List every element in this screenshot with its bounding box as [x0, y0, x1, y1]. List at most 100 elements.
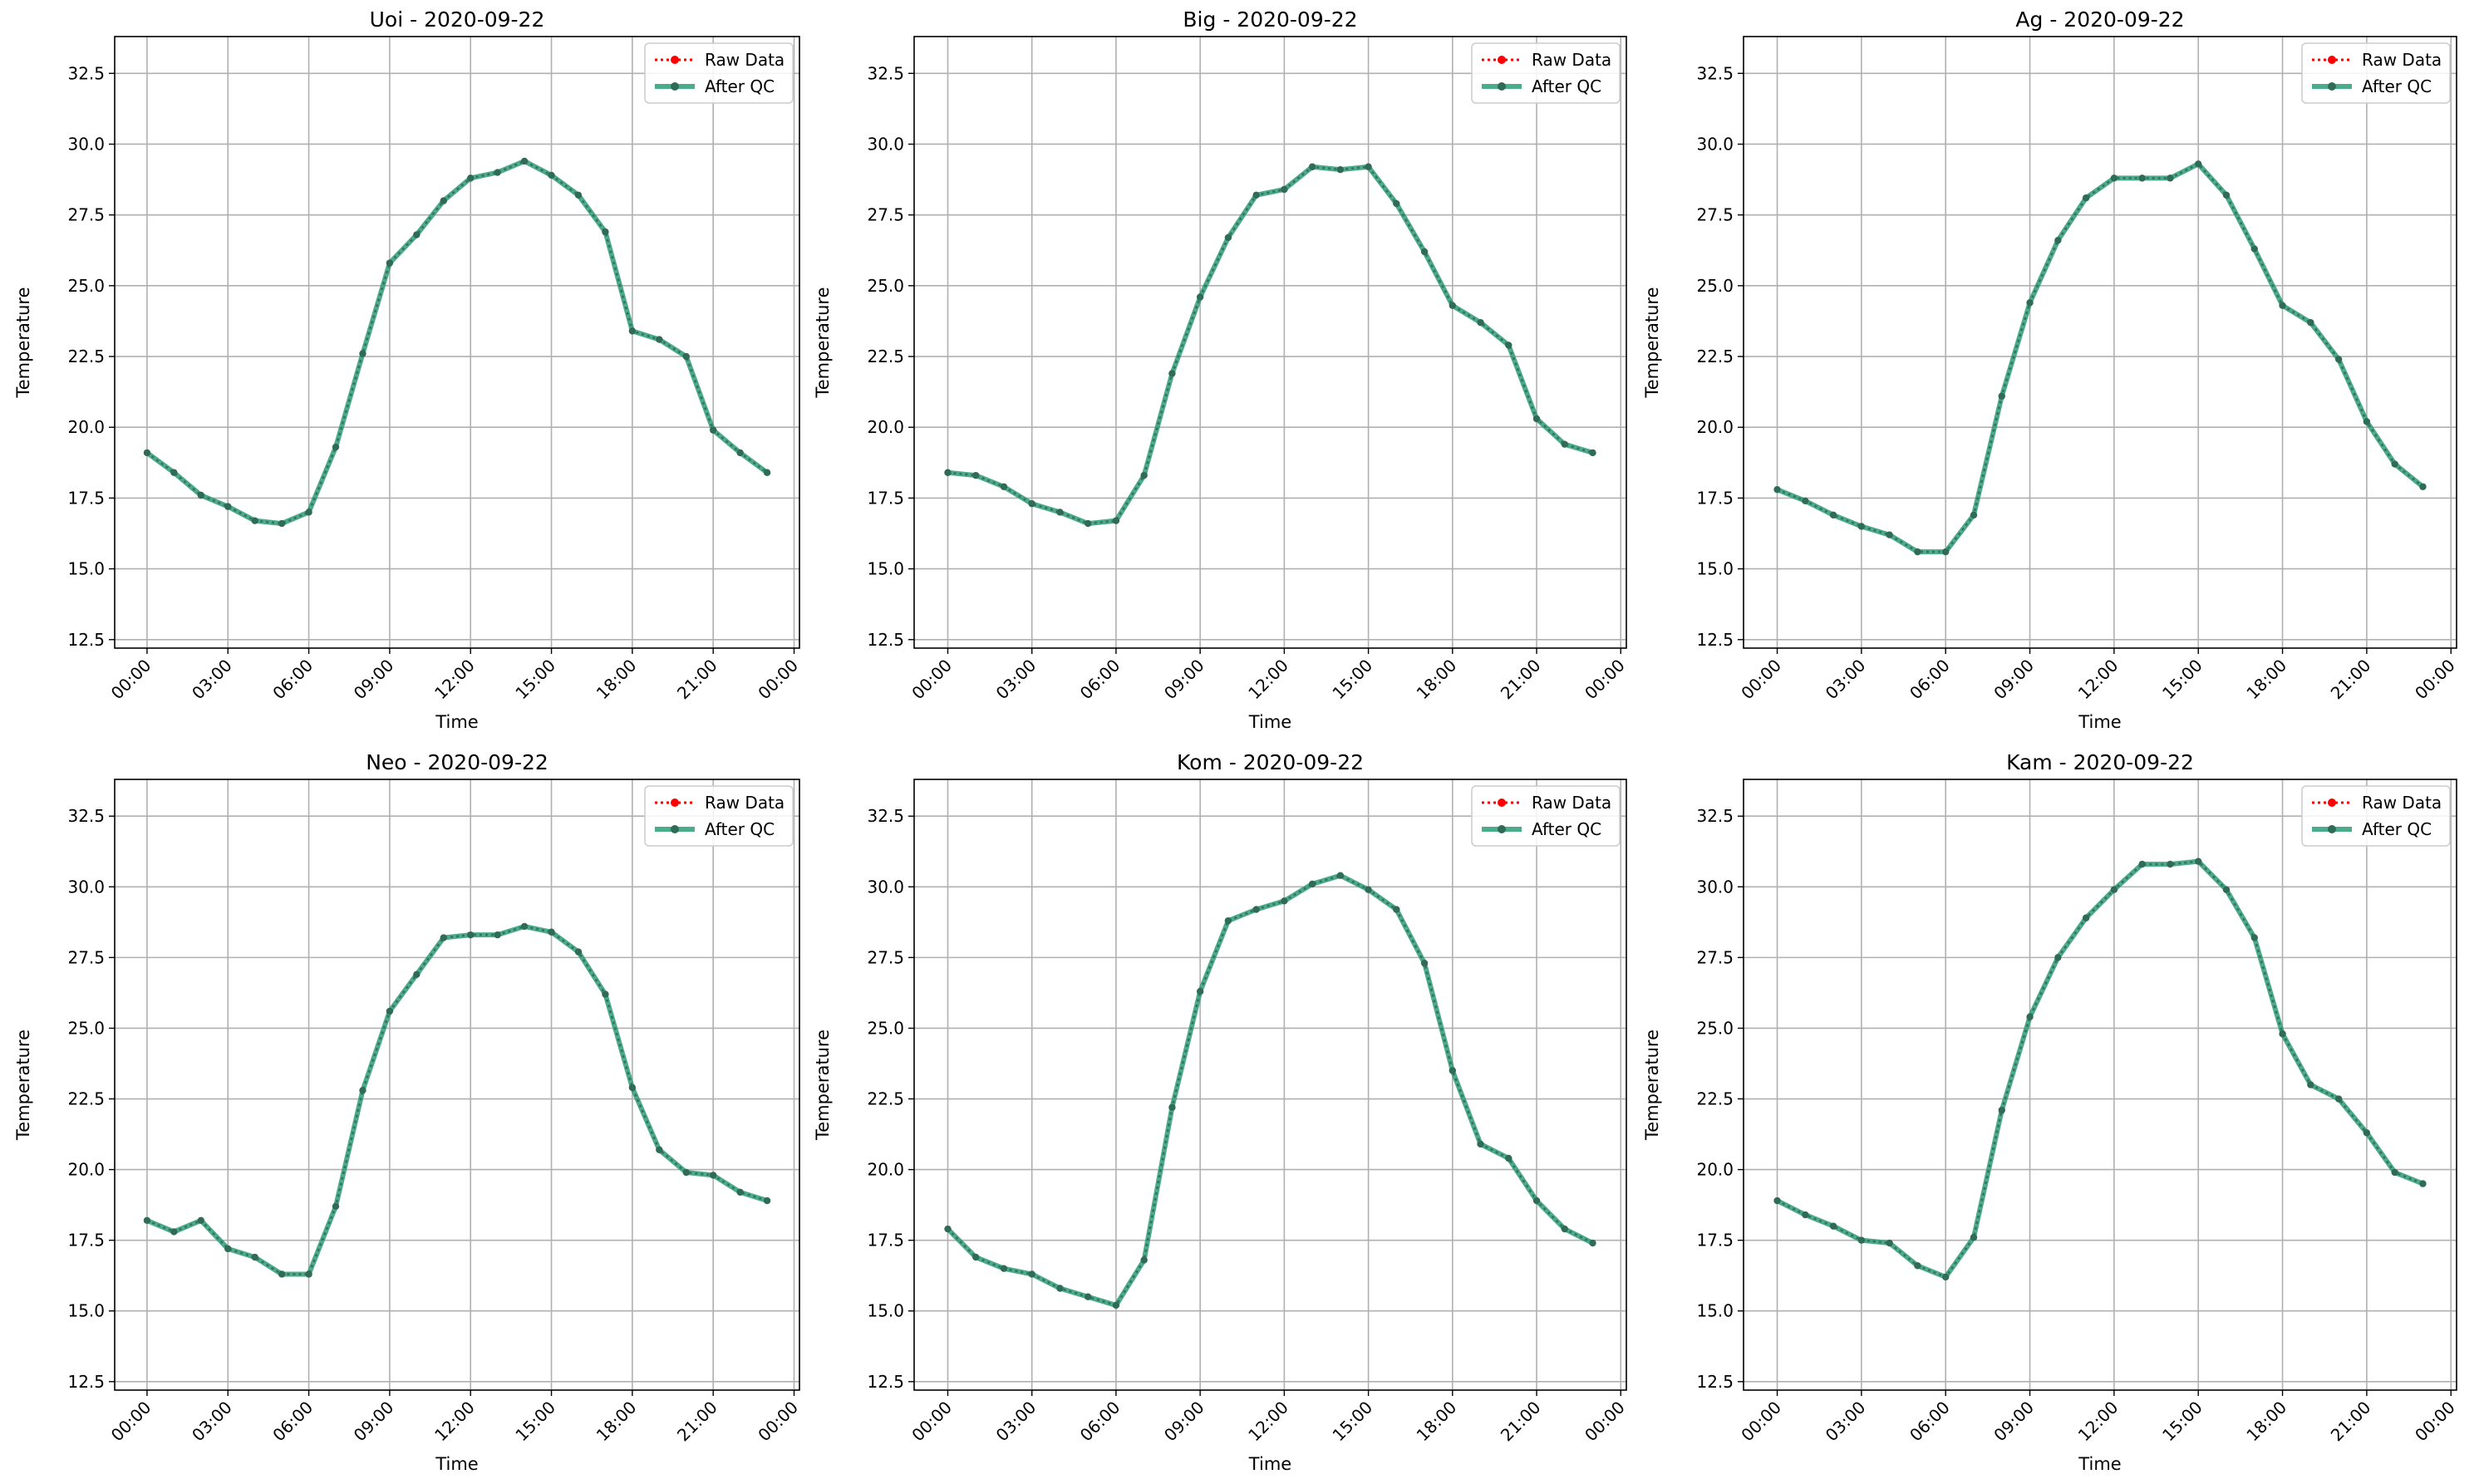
data-point: [1252, 191, 1260, 199]
x-tick-label: 21:00: [2327, 656, 2375, 704]
data-point: [2026, 1013, 2034, 1021]
data-point: [305, 1270, 312, 1278]
y-tick-label: 20.0: [1696, 417, 1734, 437]
y-axis-label: Temperature: [1642, 1029, 1662, 1141]
x-tick-label: 15:00: [511, 656, 559, 704]
data-point: [1365, 163, 1372, 170]
x-axis-label: Time: [2078, 712, 2121, 732]
data-point: [1942, 1273, 1950, 1281]
x-tick-label: 18:00: [593, 1398, 641, 1446]
data-point: [1914, 1262, 1921, 1270]
x-tick-label: 09:00: [1160, 1398, 1208, 1446]
data-point: [2391, 460, 2398, 468]
data-point: [1084, 519, 1092, 528]
subplot-4: 12.5 15.0 17.5 20.0 22.5 25.0 27.5 30.0 32.5 00:0…: [13, 750, 802, 1474]
data-point: [413, 970, 421, 978]
legend-qc-label: After QC: [2362, 76, 2432, 96]
data-point: [2222, 886, 2231, 893]
data-point: [1336, 165, 1345, 174]
data-point: [548, 171, 555, 179]
y-tick-label: 20.0: [67, 1160, 105, 1180]
legend-qc-label: After QC: [2362, 819, 2432, 839]
legend-raw-label: Raw Data: [2362, 793, 2442, 813]
x-tick-label: 09:00: [350, 656, 398, 704]
data-point: [440, 934, 447, 941]
data-point: [386, 1007, 394, 1015]
y-tick-label: 27.5: [867, 205, 904, 225]
data-point: [574, 948, 583, 956]
x-tick-label: 06:00: [1076, 1398, 1124, 1446]
data-point: [224, 503, 232, 510]
data-point: [1829, 511, 1837, 519]
data-point: [763, 469, 771, 476]
data-point: [2054, 954, 2062, 961]
data-point: [1112, 517, 1120, 524]
y-tick-label: 12.5: [1696, 1372, 1734, 1392]
x-axis-label: Time: [435, 1454, 478, 1474]
data-point: [467, 931, 475, 939]
after-qc-line-overlay: [146, 160, 768, 525]
data-point: [143, 1216, 151, 1225]
y-tick-label: 20.0: [67, 417, 105, 437]
data-point: [305, 509, 312, 516]
legend-raw-marker: [671, 799, 679, 807]
y-tick-label: 27.5: [67, 205, 105, 225]
y-tick-label: 25.0: [67, 276, 105, 296]
after-qc-line-overlay: [146, 925, 768, 1275]
data-point: [1196, 293, 1204, 301]
data-point: [2195, 160, 2202, 168]
x-tick-label: 09:00: [1990, 1398, 2038, 1446]
data-point: [359, 1087, 366, 1094]
y-tick-label: 15.0: [867, 1301, 904, 1321]
x-tick-label: 06:00: [1906, 1398, 1954, 1446]
axes-frame: [114, 779, 800, 1391]
data-point: [1561, 440, 1568, 448]
y-tick-label: 32.5: [867, 806, 904, 826]
y-tick-label: 32.5: [1696, 63, 1734, 83]
data-point: [2138, 860, 2146, 868]
data-point: [1802, 497, 1809, 505]
x-tick-label: 09:00: [1160, 656, 1208, 704]
data-point: [602, 228, 609, 236]
y-tick-label: 30.0: [67, 134, 105, 154]
x-tick-label: 18:00: [593, 656, 641, 704]
data-point: [1773, 1197, 1781, 1205]
legend-raw-marker: [2328, 799, 2336, 807]
y-tick-label: 22.5: [67, 346, 105, 366]
x-tick-label: 21:00: [673, 1398, 721, 1446]
legend-qc-marker: [671, 82, 679, 91]
legend-qc-marker: [1498, 825, 1506, 833]
data-point: [520, 157, 529, 165]
axes-frame: [913, 779, 1627, 1391]
y-tick-label: 30.0: [1696, 877, 1734, 897]
data-point: [1308, 880, 1316, 888]
data-point: [2279, 1030, 2286, 1038]
data-point: [1308, 163, 1316, 170]
data-point: [1449, 302, 1457, 309]
data-point: [2334, 1095, 2343, 1103]
x-tick-label: 00:00: [1737, 1398, 1785, 1446]
subplot-5: 12.5 15.0 17.5 20.0 22.5 25.0 27.5 30.0 32.5 00:0…: [813, 750, 1629, 1474]
data-point: [2110, 174, 2118, 182]
data-point: [440, 197, 447, 204]
data-point: [1281, 185, 1288, 194]
x-tick-label: 15:00: [1328, 1398, 1376, 1446]
y-tick-label: 17.5: [1696, 488, 1734, 508]
subplot-1: 12.5 15.0 17.5 20.0 22.5 25.0 27.5 30.0 32.5 00:0…: [13, 7, 802, 732]
raw-data-line: [146, 925, 768, 1275]
data-point: [1393, 199, 1400, 208]
y-tick-label: 30.0: [867, 134, 904, 154]
y-axis-label: Temperature: [813, 1029, 833, 1141]
data-point: [944, 469, 952, 476]
x-tick-label: 15:00: [511, 1398, 559, 1446]
data-point: [1056, 1285, 1064, 1292]
y-tick-label: 12.5: [867, 630, 904, 650]
data-point: [1224, 916, 1232, 925]
data-point: [251, 1253, 258, 1261]
data-point: [1477, 318, 1484, 327]
data-point: [2307, 318, 2314, 327]
x-tick-label: 03:00: [992, 656, 1040, 704]
data-point: [1589, 1239, 1596, 1247]
data-point: [1802, 1211, 1809, 1219]
